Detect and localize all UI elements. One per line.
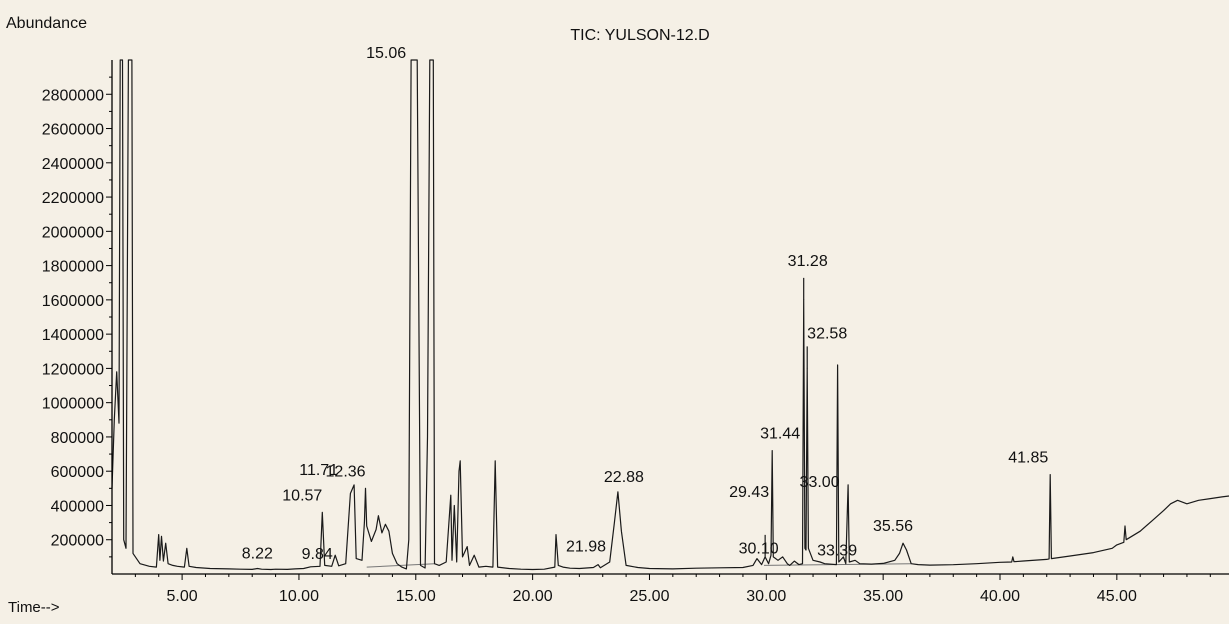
y-tick-label: 1000000 <box>42 396 104 413</box>
x-ticks: 5.00 10.00 15.00 20.00 25.00 30.00 35.00 40.00 4… <box>134 574 1211 605</box>
x-tick-label: 40.00 <box>980 588 1020 605</box>
peak-label: 15.06 <box>366 45 406 62</box>
y-tick-label: 2600000 <box>42 122 104 139</box>
baseline-segment <box>366 563 435 568</box>
y-tick-label: 1800000 <box>42 259 104 276</box>
peak-label: 21.98 <box>566 538 606 555</box>
peak-label: 30.10 <box>739 541 779 558</box>
chart-title: TIC: YULSON-12.D <box>570 27 709 44</box>
tic-trace <box>111 59 1229 571</box>
x-tick-label: 45.00 <box>1097 588 1137 605</box>
peak-label: 41.85 <box>1008 450 1048 467</box>
x-tick-label: 5.00 <box>167 588 198 605</box>
peak-label: 12.36 <box>326 463 366 480</box>
x-tick-label: 30.00 <box>746 588 786 605</box>
y-tick-label: 400000 <box>51 498 104 515</box>
y-tick-label: 800000 <box>51 430 104 447</box>
y-axis-label: Abundance <box>6 15 87 32</box>
peak-label: 22.88 <box>604 469 644 486</box>
y-tick-label: 1400000 <box>42 327 104 344</box>
y-tick-label: 1200000 <box>42 361 104 378</box>
y-tick-label: 2200000 <box>42 190 104 207</box>
peak-label: 31.28 <box>788 253 828 270</box>
peak-label: 33.39 <box>817 543 857 560</box>
y-tick-label: 200000 <box>51 533 104 550</box>
y-tick-label: 2000000 <box>42 224 104 241</box>
peak-label: 33.00 <box>800 474 840 491</box>
trace-layer <box>111 59 1229 571</box>
peak-label: 10.57 <box>282 487 322 504</box>
x-tick-label: 20.00 <box>513 588 553 605</box>
peak-label: 31.44 <box>760 426 800 443</box>
x-tick-label: 15.00 <box>396 588 436 605</box>
peak-label: 29.43 <box>729 484 769 501</box>
y-tick-label: 2800000 <box>42 87 104 104</box>
y-tick-label: 1600000 <box>42 293 104 310</box>
y-tick-label: 600000 <box>51 464 104 481</box>
x-tick-label: 35.00 <box>863 588 903 605</box>
peak-label: 11.71 <box>299 462 338 479</box>
y-ticks: 200000 400000 600000 800000 1000000 1200000 14… <box>42 76 112 558</box>
peak-label: 32.58 <box>807 325 847 342</box>
x-tick-label: 25.00 <box>629 588 669 605</box>
peak-label: 35.56 <box>873 518 913 535</box>
y-tick-label: 2400000 <box>42 156 104 173</box>
x-tick-label: 10.00 <box>279 588 319 605</box>
x-axis-label: Time--> <box>8 599 60 616</box>
peak-label: 9.84 <box>302 546 333 563</box>
peak-label: 8.22 <box>242 546 273 563</box>
